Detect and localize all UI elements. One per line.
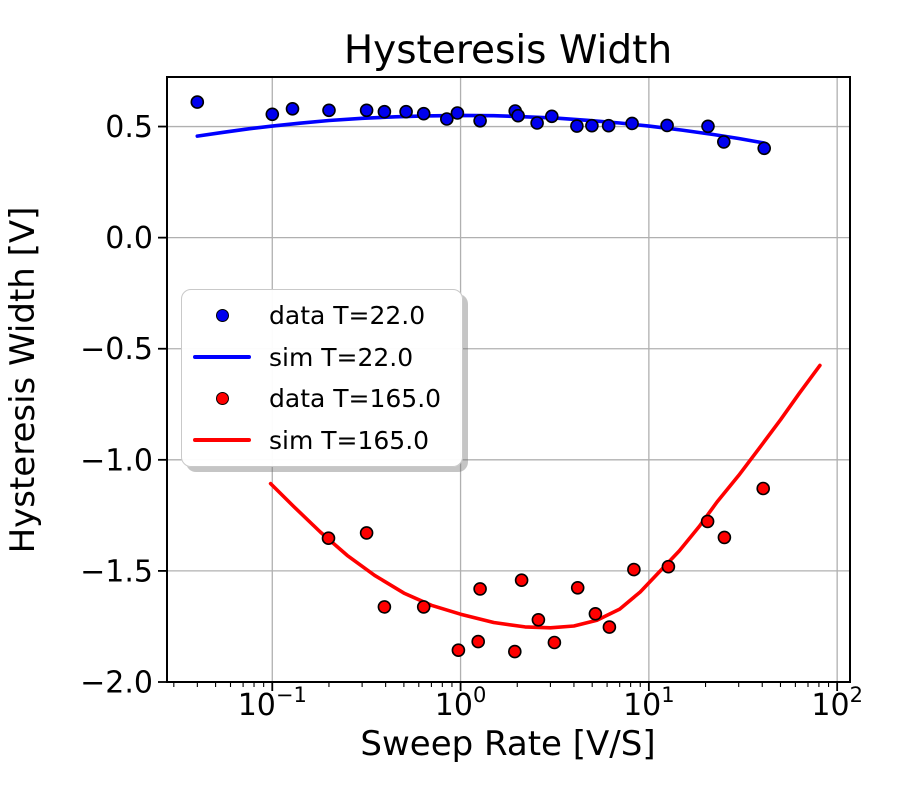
data-point: [265, 107, 280, 122]
data-point: [450, 106, 465, 120]
x-tick-label: 10−1: [238, 683, 307, 723]
x-tick-label: 102: [811, 683, 863, 723]
data-point: [285, 102, 300, 116]
data-point: [511, 108, 525, 123]
data-point: [514, 573, 529, 588]
sim-curve: [268, 363, 822, 630]
legend-line-marker-red: [193, 438, 251, 443]
legend-line-marker-blue: [193, 355, 251, 360]
y-tick-label: 0.5: [105, 110, 153, 145]
data-point: [416, 106, 431, 121]
data-point: [602, 620, 617, 634]
data-point: [439, 112, 454, 126]
data-point: [190, 95, 205, 109]
y-tick-label: 0.0: [105, 221, 153, 256]
y-tick-label: −0.5: [80, 332, 153, 367]
data-point: [570, 119, 584, 133]
legend-item-data-t22: data T=22.0: [182, 296, 462, 336]
data-point: [716, 135, 731, 149]
data-point: [601, 118, 616, 133]
data-point: [547, 635, 562, 650]
data-point: [717, 530, 732, 545]
legend-dot-marker-blue: [215, 309, 229, 323]
data-point: [544, 109, 559, 124]
legend-label: sim T=22.0: [269, 342, 414, 372]
legend-item-sim-t165: sim T=165.0: [182, 420, 462, 460]
legend: data T=22.0 sim T=22.0 data T=165.0 sim …: [181, 289, 463, 467]
data-point: [322, 103, 336, 118]
legend-item-data-t165: data T=165.0: [182, 379, 462, 419]
data-point: [507, 644, 522, 659]
data-point: [471, 634, 486, 649]
tick-labels-layer: 10−1 100 101 102 0.5 0.0 −0.5 −1.0 −1.5 −2.0: [80, 110, 863, 723]
data-point: [625, 116, 639, 131]
data-point: [451, 643, 466, 658]
data-point: [473, 114, 487, 128]
data-point: [627, 562, 641, 577]
data-point: [321, 531, 336, 546]
data-point: [756, 481, 771, 496]
data-point: [661, 559, 676, 574]
x-tick-label: 101: [623, 683, 675, 723]
legend-label: data T=22.0: [269, 301, 426, 331]
data-point: [701, 119, 715, 134]
data-point: [700, 514, 715, 529]
y-tick-label: −1.5: [80, 554, 153, 589]
legend-label: sim T=165.0: [269, 425, 430, 455]
legend-item-sim-t22: sim T=22.0: [182, 337, 462, 377]
y-tick-label: −1.0: [80, 443, 153, 478]
y-tick-label: −2.0: [80, 666, 153, 701]
x-tick-label: 100: [435, 683, 487, 723]
legend-dot-marker-red: [215, 392, 229, 406]
data-point: [416, 600, 431, 614]
y-axis-label: Hysteresis Width [V]: [3, 207, 43, 554]
data-point: [530, 116, 544, 130]
data-point: [570, 580, 585, 595]
legend-label: data T=165.0: [269, 384, 442, 414]
axes-layer: [158, 76, 851, 691]
data-point: [399, 104, 413, 119]
data-point: [359, 526, 374, 540]
data-point: [660, 118, 674, 133]
data-series-layer: [190, 95, 822, 659]
data-point: [473, 582, 487, 596]
data-point: [588, 606, 603, 621]
x-axis-label: Sweep Rate [V/S]: [360, 724, 655, 764]
data-point: [585, 118, 599, 133]
data-point: [377, 104, 392, 119]
data-point: [377, 600, 392, 614]
chart-title: Hysteresis Width: [344, 28, 672, 73]
data-point: [531, 612, 546, 627]
data-point: [359, 103, 374, 118]
data-point: [757, 141, 772, 156]
